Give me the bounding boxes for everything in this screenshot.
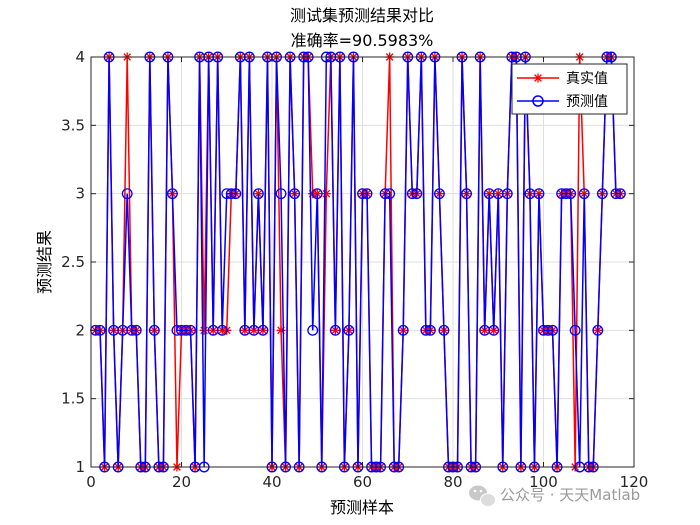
pred-point: [397, 324, 409, 336]
pred-point: [311, 188, 323, 200]
pred-point: [216, 324, 228, 336]
pred-point: [610, 188, 622, 200]
pred-point: [488, 324, 500, 336]
pred-point: [357, 188, 368, 200]
pred-point: [578, 188, 590, 200]
axis-ticks: 0 20 40 60 80 100 120 1 1.5 2 2.5 3 3.5 4: [61, 48, 648, 491]
pred-point: [565, 188, 577, 200]
watermark-text: 公众号 · 天天Matlab: [500, 486, 640, 504]
pred-point: [501, 188, 513, 200]
legend-box: [511, 63, 628, 115]
x-tick-label: 20: [172, 473, 191, 491]
legend-true-asterisk-icon: [533, 73, 543, 83]
y-tick-label: 2.5: [61, 253, 85, 271]
legend-pred-circle-icon: [532, 95, 544, 107]
pred-point: [230, 188, 242, 200]
pred-point: [185, 324, 197, 336]
y-tick-label: 3.5: [61, 116, 85, 134]
pred-point: [614, 188, 626, 200]
y-tick-label: 1: [75, 458, 85, 476]
pred-point: [596, 188, 608, 200]
pred-point: [361, 188, 373, 200]
y-axis-label: 预测结果: [35, 230, 54, 294]
pred-point: [130, 324, 142, 336]
legend: 真实值 预测值: [511, 63, 628, 115]
pred-point: [257, 324, 269, 336]
x-tick-label: 120: [620, 473, 649, 491]
pred-point: [424, 324, 436, 336]
pred-point: [420, 324, 432, 336]
chart-title: 测试集预测结果对比: [290, 6, 434, 25]
pred-point: [542, 324, 554, 336]
pred-point: [592, 324, 604, 336]
pred-point: [569, 324, 581, 336]
watermark: 公众号 · 天天Matlab: [469, 485, 640, 507]
pred-point: [560, 188, 572, 200]
x-tick-label: 60: [353, 473, 372, 491]
pred-point: [225, 188, 237, 200]
pred-point: [406, 188, 418, 200]
x-tick-label: 80: [443, 473, 462, 491]
legend-pred-label: 预测值: [566, 94, 608, 110]
pred-point: [307, 324, 319, 336]
pred-point: [411, 188, 423, 200]
pred-point: [121, 188, 133, 200]
pred-point: [379, 188, 391, 200]
y-tick-label: 1.5: [61, 390, 85, 408]
y-tick-label: 3: [75, 185, 85, 203]
pred-point: [547, 324, 559, 336]
pred-point: [343, 324, 355, 336]
legend-item-true: 真实值: [517, 71, 608, 87]
pred-point: [461, 188, 473, 200]
true-point: [321, 189, 331, 199]
true-point: [276, 325, 286, 335]
chart-subtitle: 准确率=90.5983%: [291, 31, 434, 50]
true-point: [199, 325, 209, 335]
pred-point: [180, 324, 192, 336]
pred-point: [252, 188, 264, 200]
pred-point: [433, 188, 445, 200]
legend-asterisk: [533, 73, 543, 83]
pred-point: [329, 324, 341, 336]
x-axis-label: 预测样本: [330, 498, 394, 517]
pred-point: [275, 188, 287, 200]
x-tick-label: 100: [529, 473, 558, 491]
pred-point: [384, 188, 396, 200]
x-tick-label: 40: [262, 473, 281, 491]
pred-point: [533, 188, 545, 200]
pred-point: [148, 324, 160, 336]
pred-point: [166, 188, 178, 200]
pred-point: [126, 324, 138, 336]
y-tick-label: 2: [75, 321, 85, 339]
pred-point: [438, 324, 450, 336]
x-tick-label: 0: [86, 473, 96, 491]
pred-point: [289, 188, 301, 200]
wechat-icon: [469, 485, 496, 507]
y-tick-label: 4: [75, 48, 85, 66]
legend-true-label: 真实值: [566, 71, 608, 87]
legend-item-pred: 预测值: [517, 94, 608, 110]
